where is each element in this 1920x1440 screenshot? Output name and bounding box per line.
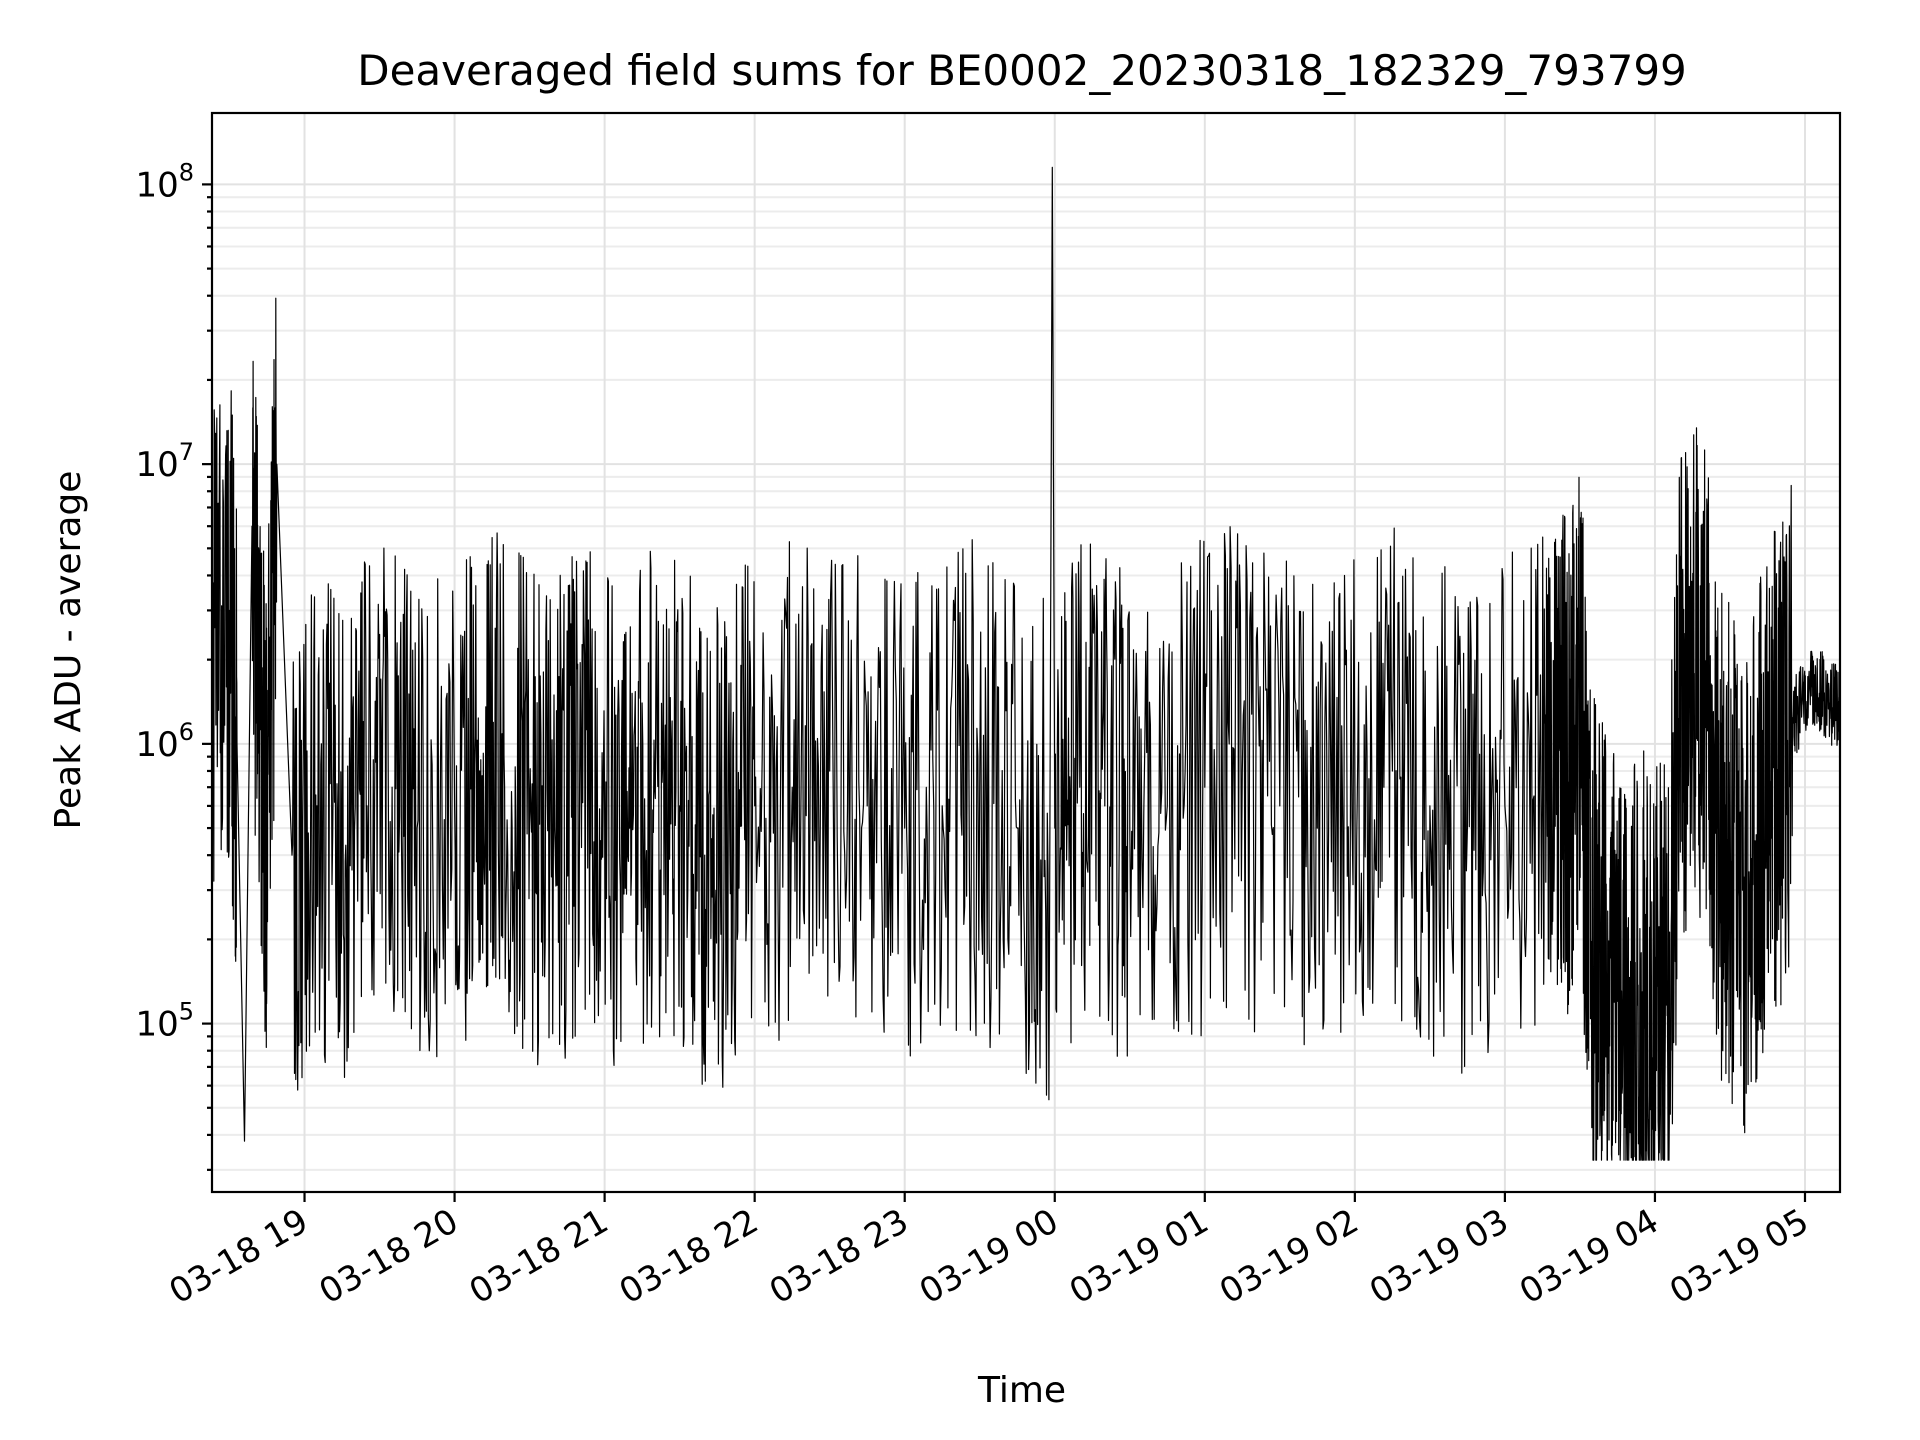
x-axis-label: Time — [977, 1370, 1066, 1411]
y-axis-label: Peak ADU - average — [48, 471, 89, 830]
y-tick-label: 107 — [135, 438, 194, 485]
y-tick-label: 105 — [135, 998, 194, 1045]
y-tick-label: 106 — [135, 718, 194, 765]
y-tick-label: 108 — [135, 158, 194, 205]
data-series — [211, 166, 1841, 1161]
series-line — [211, 166, 1841, 1161]
plot-frame — [210, 111, 1842, 1194]
chart-title: Deaveraged field sums for BE0002_2023031… — [357, 46, 1687, 95]
